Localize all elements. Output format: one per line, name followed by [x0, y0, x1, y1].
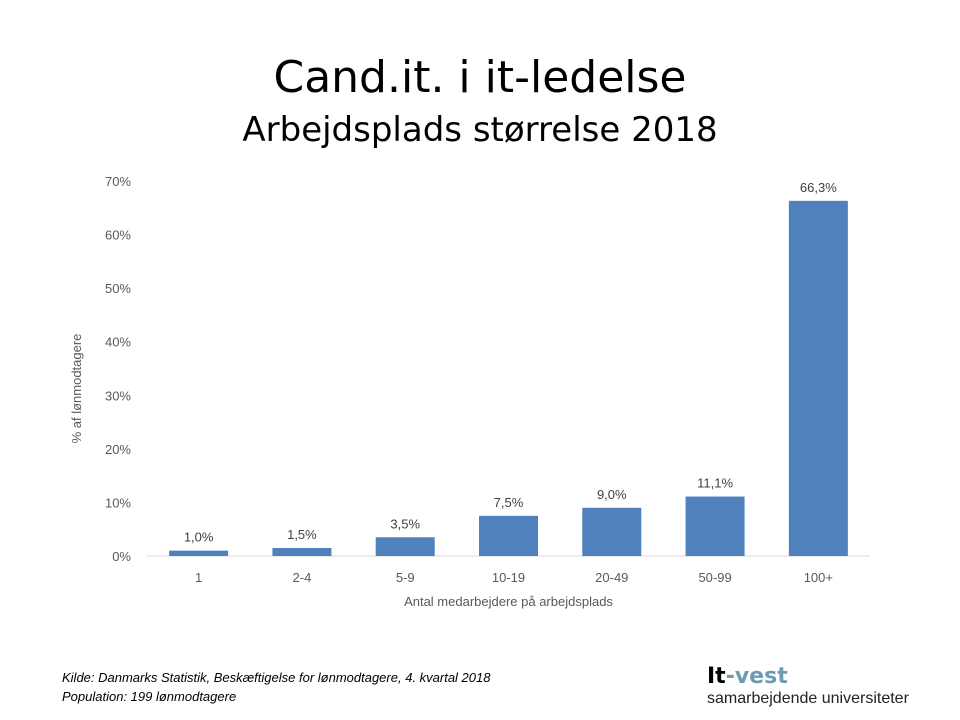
logo: It-vest	[707, 664, 788, 689]
bar-50-99	[685, 496, 745, 556]
x-tick-label: 2-4	[293, 570, 312, 585]
y-tick-label: 30%	[105, 388, 131, 403]
population-note: Population: 199 lønmodtagere	[62, 689, 237, 704]
data-label: 3,5%	[390, 516, 420, 531]
y-tick-label: 60%	[105, 228, 131, 243]
bar-5-9	[375, 537, 435, 556]
x-axis-title: Antal medarbejdere på arbejdsplads	[404, 594, 613, 609]
logo-tagline: samarbejdende universiteter	[707, 690, 909, 707]
bar-2-4	[272, 547, 332, 556]
x-tick-label: 20-49	[595, 570, 628, 585]
data-label: 7,5%	[494, 495, 524, 510]
y-tick-label: 50%	[105, 281, 131, 296]
x-tick-label: 100+	[804, 570, 833, 585]
bar-20-49	[582, 507, 642, 556]
y-tick-label: 70%	[105, 174, 131, 189]
x-tick-label: 1	[195, 570, 202, 585]
data-label: 11,1%	[697, 476, 733, 491]
data-label: 1,0%	[184, 530, 214, 545]
data-label: 66,3%	[800, 180, 837, 195]
bar-100+	[788, 200, 848, 557]
source-note: Kilde: Danmarks Statistik, Beskæftigelse…	[62, 670, 491, 685]
bar-10-19	[479, 515, 538, 556]
chart-subtitle: Arbejdsplads størrelse 2018	[242, 110, 718, 150]
logo-text-vest: -vest	[725, 664, 788, 689]
y-tick-label: 10%	[105, 495, 131, 510]
x-tick-label: 50-99	[698, 570, 731, 585]
y-tick-label: 0%	[112, 549, 131, 564]
data-label: 1,5%	[287, 527, 317, 542]
bar-1	[169, 550, 229, 556]
x-tick-label: 10-19	[492, 570, 525, 585]
logo-text-it: It	[707, 664, 726, 689]
data-label: 9,0%	[597, 487, 627, 502]
y-tick-label: 40%	[105, 335, 131, 350]
y-tick-label: 20%	[105, 442, 131, 457]
chart-title: Cand.it. i it-ledelse	[273, 52, 687, 103]
y-axis-title: % af lønmodtagere	[69, 334, 84, 444]
x-tick-label: 5-9	[396, 570, 415, 585]
